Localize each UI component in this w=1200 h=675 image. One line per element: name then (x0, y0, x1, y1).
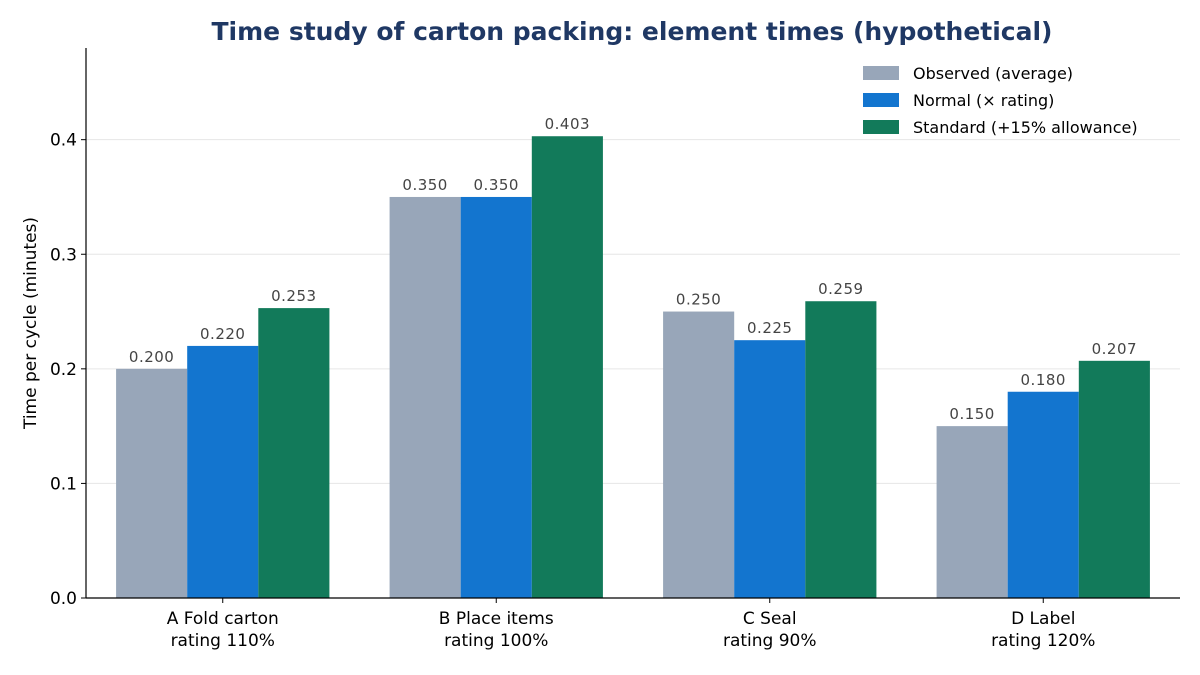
y-tick-label: 0.1 (50, 474, 77, 494)
data-labels: 0.200 0.220 0.253 0.350 0.350 0.403 0.250 0.225… (129, 115, 1137, 423)
bar-value-label: 0.259 (818, 280, 863, 298)
legend-swatch (863, 120, 899, 134)
legend-label: Observed (average) (913, 64, 1073, 83)
x-tick-label: rating 120% (991, 631, 1095, 651)
y-tick-label: 0.2 (50, 360, 77, 380)
bar (805, 301, 877, 598)
bar-value-label: 0.350 (474, 176, 519, 194)
legend-swatch (863, 66, 899, 80)
chart-title: Time study of carton packing: element ti… (212, 17, 1053, 46)
bar (734, 340, 806, 598)
y-tick-label: 0.0 (50, 589, 77, 609)
legend: Observed (average) Normal (× rating) Stand… (863, 64, 1138, 137)
x-tick-label: D Label (1011, 609, 1075, 629)
bar (460, 196, 532, 599)
bar (116, 368, 188, 598)
y-tick-label: 0.3 (50, 245, 77, 265)
bar-value-label: 0.350 (402, 176, 447, 194)
bar (663, 311, 735, 598)
x-tick-label: C Seal (743, 609, 797, 629)
bar (389, 196, 461, 599)
bar-value-label: 0.200 (129, 348, 174, 366)
bar-value-label: 0.150 (949, 405, 994, 423)
bar-value-label: 0.180 (1021, 371, 1066, 389)
x-tick-label: rating 110% (171, 631, 275, 651)
bar-value-label: 0.225 (747, 319, 792, 337)
y-tick-label: 0.4 (50, 131, 77, 151)
bar-value-label: 0.207 (1092, 340, 1137, 358)
bar (531, 136, 603, 598)
legend-label: Normal (× rating) (913, 91, 1054, 110)
bar (1078, 360, 1150, 598)
bar-value-label: 0.250 (676, 291, 721, 309)
bar (258, 308, 330, 598)
x-tick-label: B Place items (439, 609, 554, 629)
bar-value-label: 0.403 (545, 115, 590, 133)
bar-value-label: 0.253 (271, 287, 316, 305)
x-tick-label: rating 90% (723, 631, 817, 651)
x-tick-label: rating 100% (444, 631, 548, 651)
y-axis-label: Time per cycle (minutes) (21, 217, 41, 430)
bar (1007, 391, 1079, 598)
bar (936, 426, 1008, 598)
legend-swatch (863, 93, 899, 107)
x-tick-label: A Fold carton (167, 609, 279, 629)
legend-label: Standard (+15% allowance) (913, 118, 1138, 137)
bar (187, 345, 259, 598)
bar-value-label: 0.220 (200, 325, 245, 343)
bars (116, 136, 1150, 599)
